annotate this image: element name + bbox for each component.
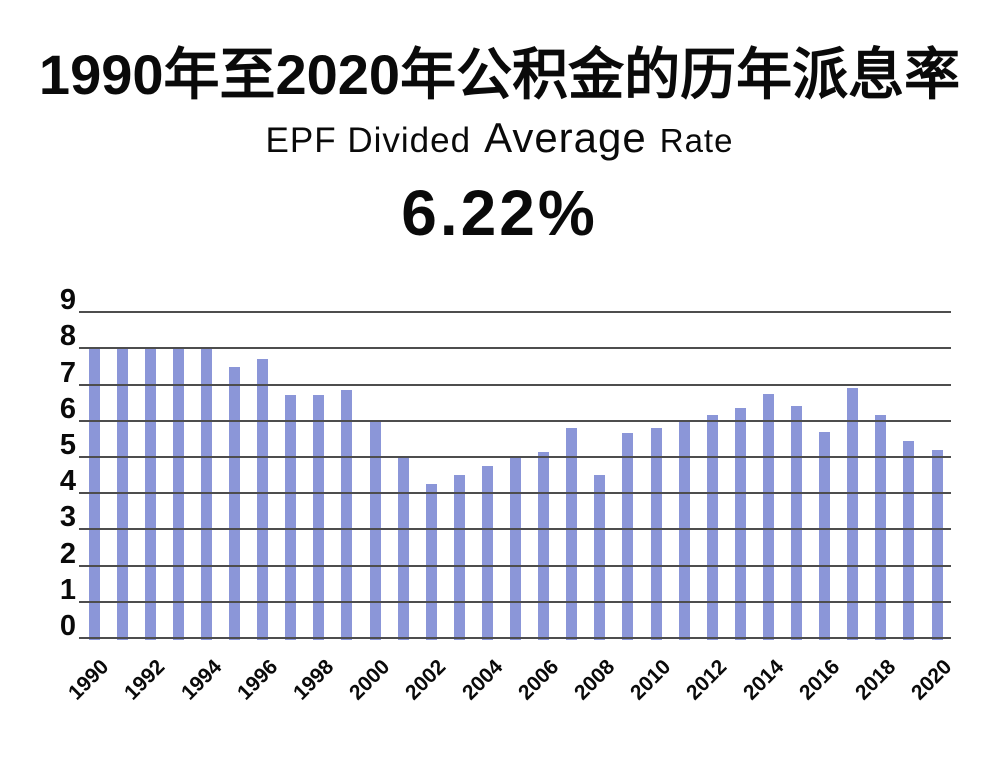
x-axis-label-2020: 2020 [907,655,957,705]
gridline-y-1 [79,600,951,603]
y-axis-label-8: 8 [59,320,76,353]
y-axis-label-2: 2 [59,537,76,570]
bar-2016 [819,431,831,640]
y-axis-label-1: 1 [59,573,76,606]
bar-2014 [762,393,774,640]
x-axis-label-2004: 2004 [457,655,507,705]
x-axis-label-2012: 2012 [682,655,732,705]
bar-1995 [229,366,240,640]
bar-2009 [622,433,634,640]
x-axis-label-2000: 2000 [345,655,395,705]
x-axis-label-2018: 2018 [851,655,901,705]
bar-2017 [847,388,859,640]
bar-1999 [341,390,353,640]
bar-2007 [566,428,578,640]
y-axis-label-5: 5 [59,429,76,461]
x-axis-label-1994: 1994 [176,655,226,705]
x-axis-label-2010: 2010 [626,655,676,705]
bar-2005 [510,457,521,640]
page-title: 1990年至2020年公积金的历年派息率 [38,43,961,106]
x-axis-label-2016: 2016 [794,655,845,705]
bar-2001 [397,457,409,640]
x-axis-label-2008: 2008 [570,655,620,705]
bar-2020 [931,449,943,640]
bar-1991 [116,348,128,640]
bar-2003 [453,475,465,640]
bar-1994 [200,348,212,640]
bar-2019 [903,440,915,640]
bar-2018 [875,415,887,640]
subtitle-tail: Rate [659,122,734,159]
x-axis-label-2002: 2002 [401,655,451,705]
y-axis-label-6: 6 [59,392,76,425]
page-subtitle: EPF Divided Average Rate [0,114,999,162]
x-axis-label-2014: 2014 [738,655,788,705]
gridline-y-6 [79,419,951,422]
gridline-y-4 [79,492,951,495]
bar-1997 [285,395,297,640]
bar-2000 [369,420,381,640]
bar-1998 [313,395,325,640]
bar-2011 [678,420,690,640]
x-axis-label-2006: 2006 [513,655,564,705]
gridline-y-5 [79,456,951,458]
x-axis-label-1990: 1990 [64,655,114,705]
gridline-y-3 [79,528,951,531]
x-axis-label-1998: 1998 [289,655,339,705]
y-axis-label-4: 4 [59,465,76,498]
x-axis-label-1996: 1996 [232,655,283,705]
bar-1992 [144,348,156,640]
bar-2002 [425,484,437,640]
bar-2008 [594,475,606,640]
bar-2015 [791,406,802,640]
bar-2012 [706,415,718,640]
gridline-y-2 [79,564,951,567]
bar-2004 [481,466,493,640]
y-axis-label-3: 3 [59,501,76,534]
gridline-y-0 [79,637,951,639]
gridline-y-8 [79,347,951,350]
subtitle-emphasis: Average [484,114,647,161]
bar-1993 [172,348,184,640]
average-rate-value: 6.22% [401,177,598,249]
y-axis-label-7: 7 [59,356,76,389]
bar-2013 [734,408,746,640]
gridline-y-7 [79,383,951,386]
y-axis-label-0: 0 [59,610,76,642]
subtitle-lead: EPF Divided [265,121,472,160]
y-axis-label-9: 9 [59,284,76,317]
bar-2006 [538,451,550,640]
bar-2010 [650,428,662,640]
x-axis-label-1992: 1992 [120,655,170,705]
bar-1990 [88,348,100,640]
bar-1996 [257,359,269,640]
gridline-y-9 [79,311,951,314]
